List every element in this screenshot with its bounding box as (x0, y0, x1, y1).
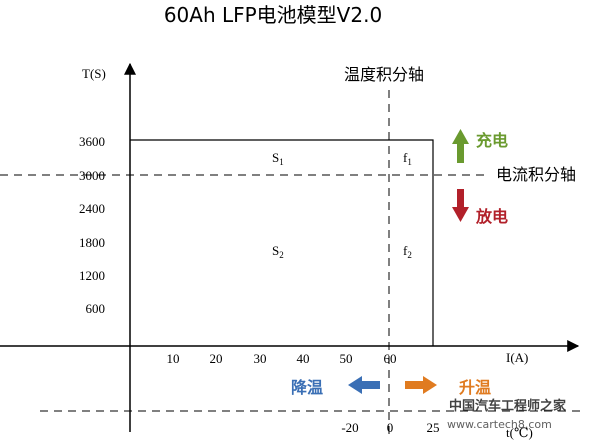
cool-arrow-icon (348, 376, 380, 394)
x-tick-30: 30 (254, 351, 267, 366)
x-tick-50: 50 (340, 351, 353, 366)
y-axis-label: T(S) (82, 66, 106, 81)
x-tick-10: 10 (167, 351, 180, 366)
operating-region-boundary (130, 139, 434, 346)
discharge-arrow-icon (452, 189, 469, 222)
x-tick-60: 60 (384, 351, 397, 366)
region-s2-label: S2 (272, 243, 284, 260)
x-axis-label: I(A) (506, 350, 528, 365)
heat-up-label: 升温 (459, 378, 491, 397)
temp-tick-0: 0 (387, 420, 394, 435)
temp-tick-25: 25 (427, 420, 440, 435)
x-tick-20: 20 (210, 351, 223, 366)
watermark-logo-text: 中国汽车工程师之家 (449, 398, 567, 413)
y-tick-1800: 1800 (79, 235, 105, 250)
region-s1-label: S1 (272, 150, 284, 167)
x-tick-40: 40 (297, 351, 310, 366)
y-tick-3600: 3600 (79, 134, 105, 149)
region-f2-label: f2 (403, 243, 412, 260)
y-tick-2400: 2400 (79, 201, 105, 216)
diagram-title: 60Ah LFP电池模型V2.0 (164, 3, 382, 27)
heat-arrow-icon (405, 376, 437, 394)
temperature-axis-label: t(℃) (506, 425, 533, 440)
region-f1-label: f1 (403, 150, 412, 167)
temp-tick-minus20: -20 (341, 420, 358, 435)
current-integral-axis-label: 电流积分轴 (496, 165, 576, 184)
y-tick-3000: 3000 (79, 168, 105, 183)
x-tick-labels: 10 20 30 40 50 60 (167, 351, 397, 366)
watermark-logo: 中国汽车工程师之家 www.cartech8.com (447, 398, 567, 431)
charge-arrow-icon (452, 129, 469, 163)
discharge-label: 放电 (475, 207, 508, 226)
temperature-integral-axis-label: 温度积分轴 (344, 65, 424, 84)
y-tick-labels: 3600 3000 2400 1800 1200 600 (79, 134, 105, 316)
cool-down-label: 降温 (291, 378, 323, 397)
y-tick-1200: 1200 (79, 268, 105, 283)
charge-label: 充电 (476, 131, 508, 150)
watermark-url: www.cartech8.com (447, 418, 552, 431)
temperature-tick-labels: -20 0 25 (341, 420, 439, 435)
y-tick-600: 600 (86, 301, 106, 316)
